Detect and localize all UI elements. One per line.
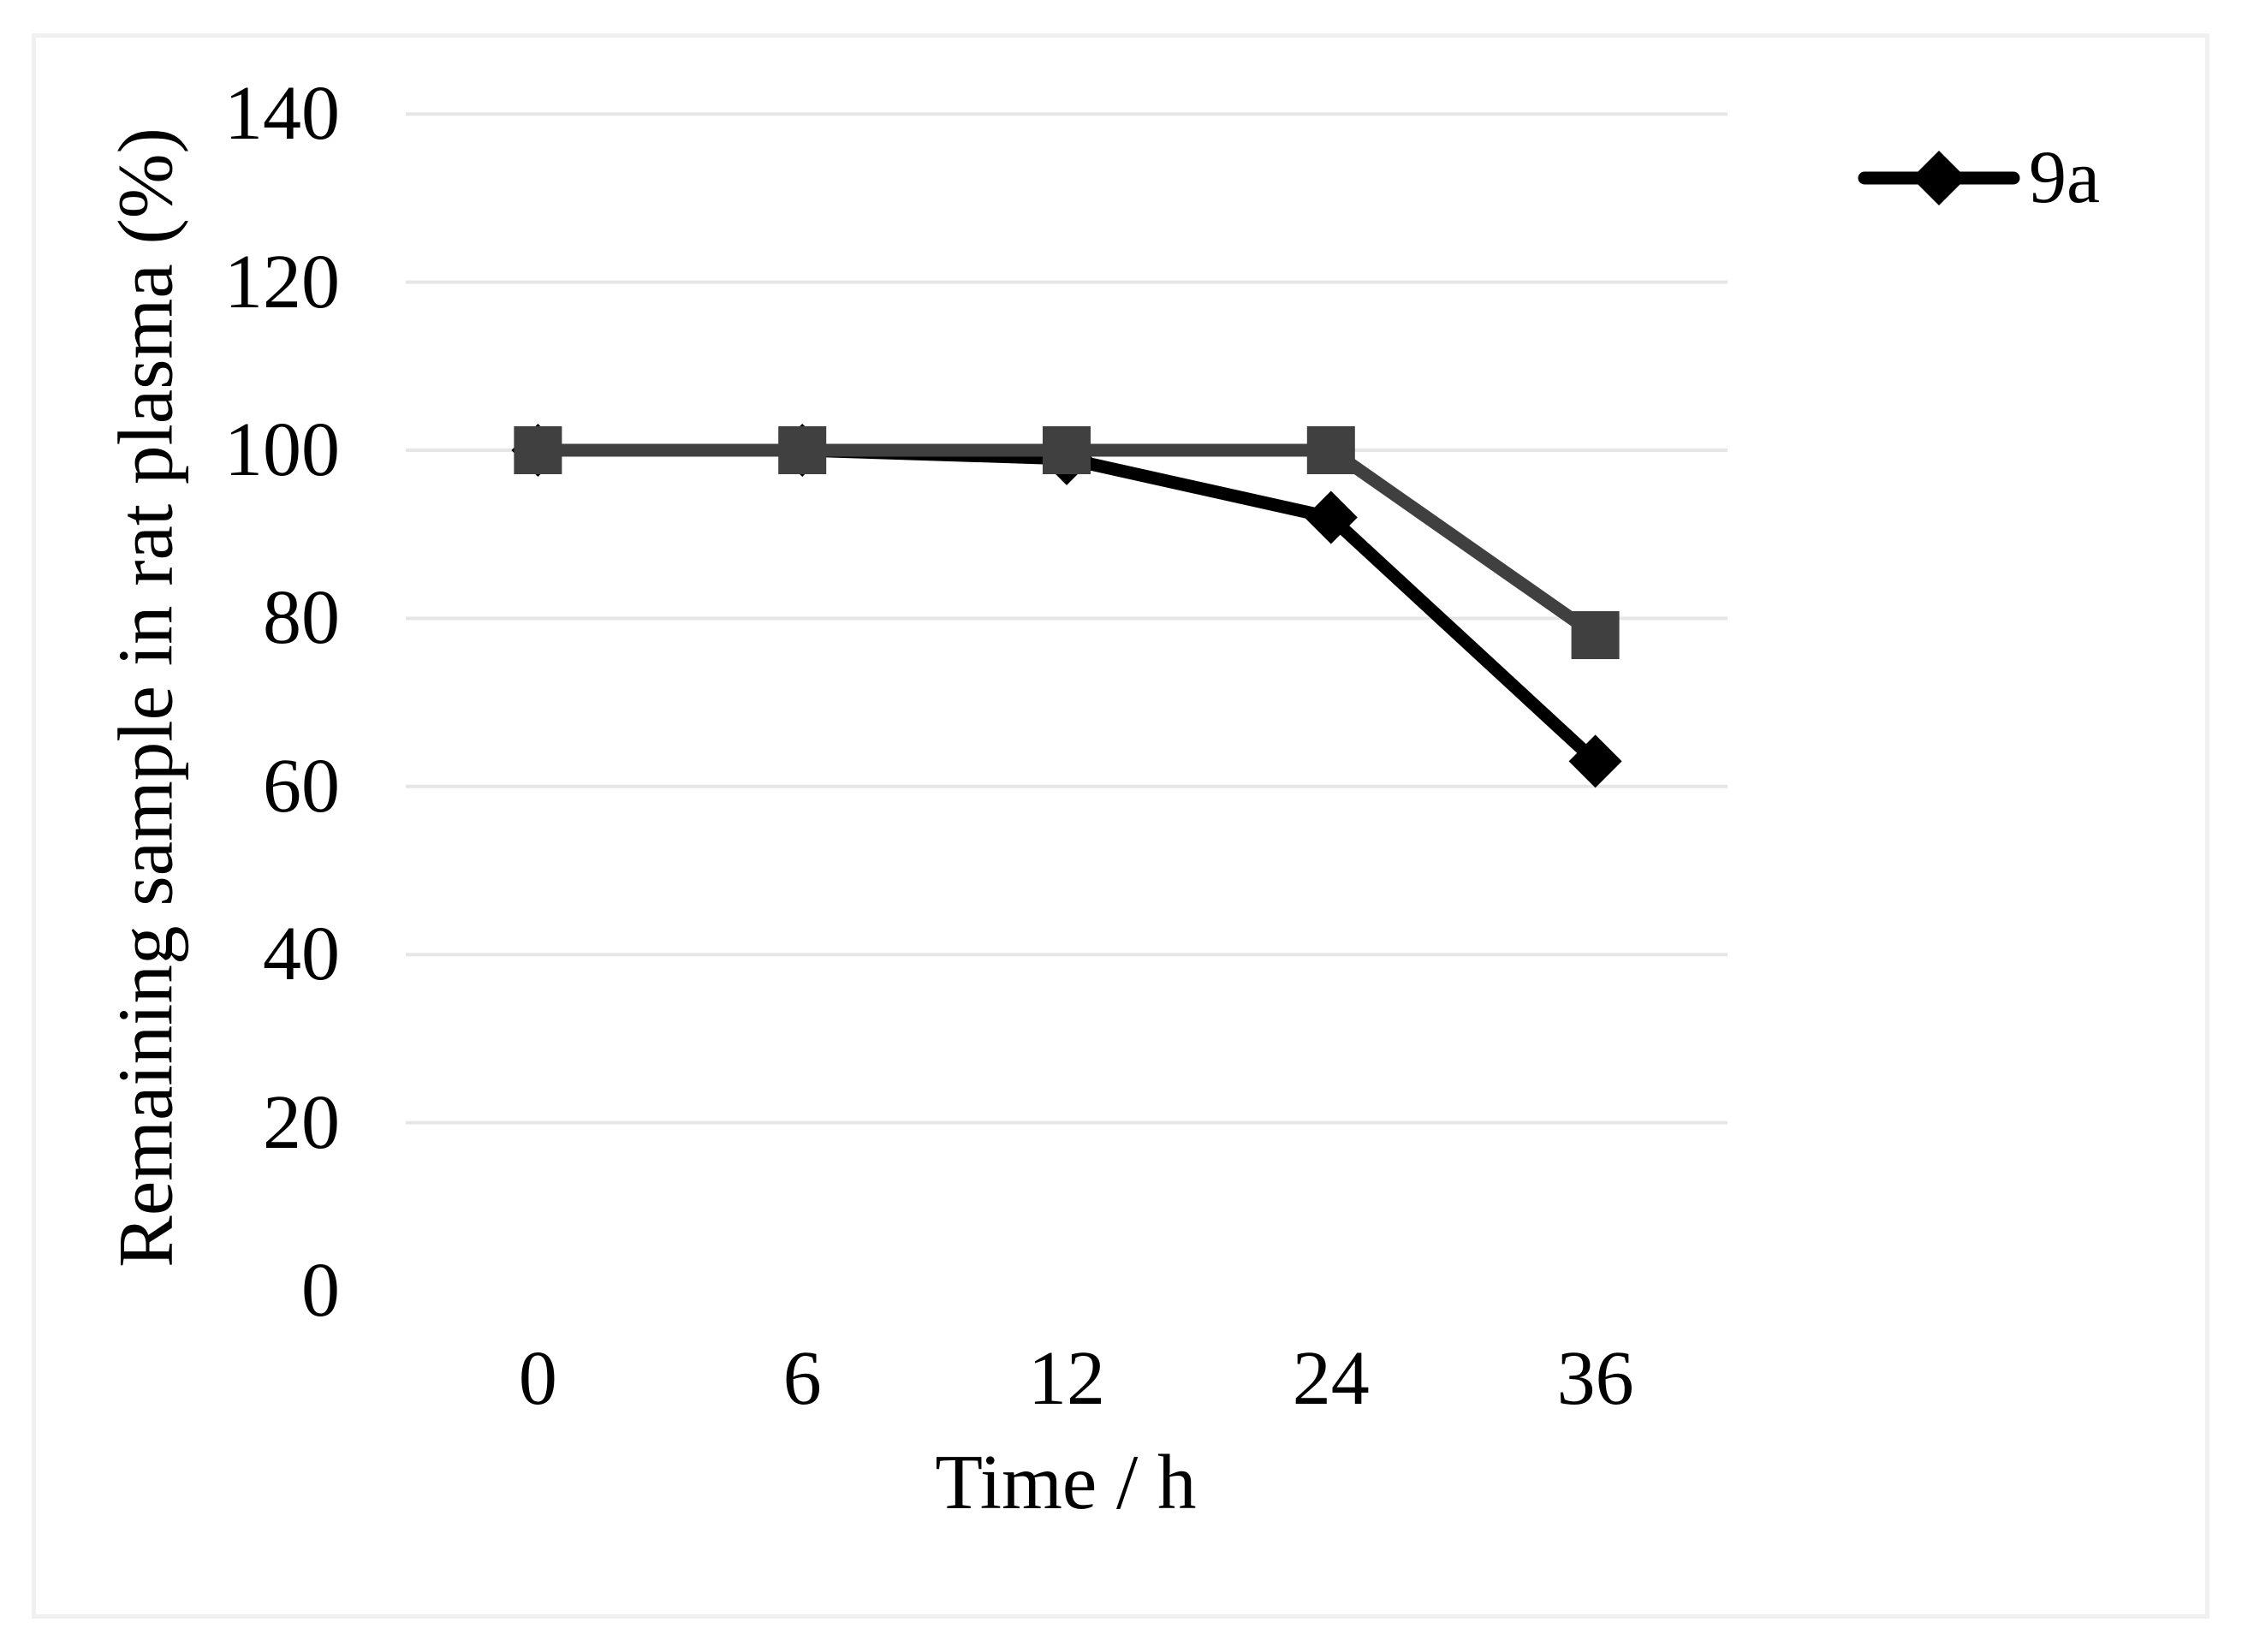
series-layer (511, 424, 1622, 788)
legend-diamond-icon (1912, 151, 1966, 205)
y-tick-label: 20 (263, 1079, 340, 1165)
series-line-9a (531, 443, 1603, 768)
y-tick-label: 0 (301, 1248, 340, 1333)
x-tick-label: 6 (782, 1336, 822, 1421)
square-marker (1043, 426, 1091, 474)
x-tick-label: 12 (1028, 1336, 1105, 1421)
diamond-marker (1304, 490, 1358, 544)
diamond-marker (1568, 734, 1622, 788)
x-tick-label: 0 (518, 1336, 557, 1421)
legend: 9a (1858, 125, 2100, 231)
square-marker (514, 426, 562, 474)
x-tick-label: 24 (1292, 1336, 1370, 1421)
square-marker (1571, 611, 1620, 660)
gridlines (406, 112, 1728, 1125)
legend-series-label: 9a (2029, 136, 2101, 219)
y-tick-label: 60 (263, 743, 340, 829)
y-tick-label: 100 (224, 407, 340, 492)
y-tick-label: 140 (224, 71, 340, 157)
figure-border (32, 33, 2209, 1619)
square-marker (1306, 426, 1355, 474)
y-tick-label: 40 (263, 912, 340, 997)
x-tick-label: 36 (1556, 1336, 1634, 1421)
square-marker (778, 426, 827, 474)
y-tick-label: 120 (224, 239, 340, 324)
y-tick-label: 80 (263, 575, 340, 661)
x-axis-title: Time / h (935, 1439, 1197, 1525)
legend-line-diamond-icon (1858, 151, 2020, 205)
